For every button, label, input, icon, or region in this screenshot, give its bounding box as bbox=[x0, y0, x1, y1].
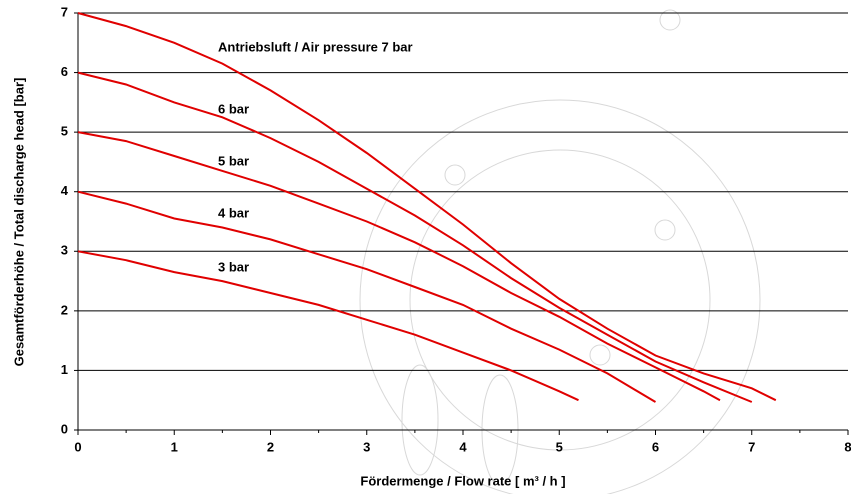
x-tick-label: 1 bbox=[171, 439, 178, 454]
series-label: 5 bar bbox=[218, 153, 249, 168]
x-tick-label: 6 bbox=[652, 439, 659, 454]
y-tick-label: 1 bbox=[61, 362, 68, 377]
x-tick-label: 0 bbox=[74, 439, 81, 454]
x-tick-label: 4 bbox=[459, 439, 467, 454]
x-tick-label: 7 bbox=[748, 439, 755, 454]
x-tick-label: 8 bbox=[844, 439, 851, 454]
y-tick-label: 7 bbox=[61, 4, 68, 19]
x-tick-label: 3 bbox=[363, 439, 370, 454]
y-tick-label: 3 bbox=[61, 243, 68, 258]
y-tick-label: 5 bbox=[61, 124, 68, 139]
x-tick-label: 2 bbox=[267, 439, 274, 454]
x-tick-label: 5 bbox=[556, 439, 563, 454]
series-line bbox=[78, 13, 776, 400]
y-tick-label: 2 bbox=[61, 302, 68, 317]
y-axis-label: Gesamtförderhöhe / Total discharge head … bbox=[11, 78, 26, 367]
series-label: 4 bar bbox=[218, 205, 249, 220]
y-tick-label: 4 bbox=[61, 183, 69, 198]
y-tick-label: 0 bbox=[61, 421, 68, 436]
series-label: Antriebsluft / Air pressure 7 bar bbox=[218, 39, 413, 54]
y-tick-label: 6 bbox=[61, 64, 68, 79]
chart: Fördermenge / Flow rate [ m³ / h ] Gesam… bbox=[0, 0, 851, 494]
background-drawing bbox=[360, 10, 760, 494]
series-label: 3 bar bbox=[218, 259, 249, 274]
x-axis-label: Fördermenge / Flow rate [ m³ / h ] bbox=[360, 473, 565, 488]
series-label: 6 bar bbox=[218, 101, 249, 116]
series-line bbox=[78, 132, 720, 400]
